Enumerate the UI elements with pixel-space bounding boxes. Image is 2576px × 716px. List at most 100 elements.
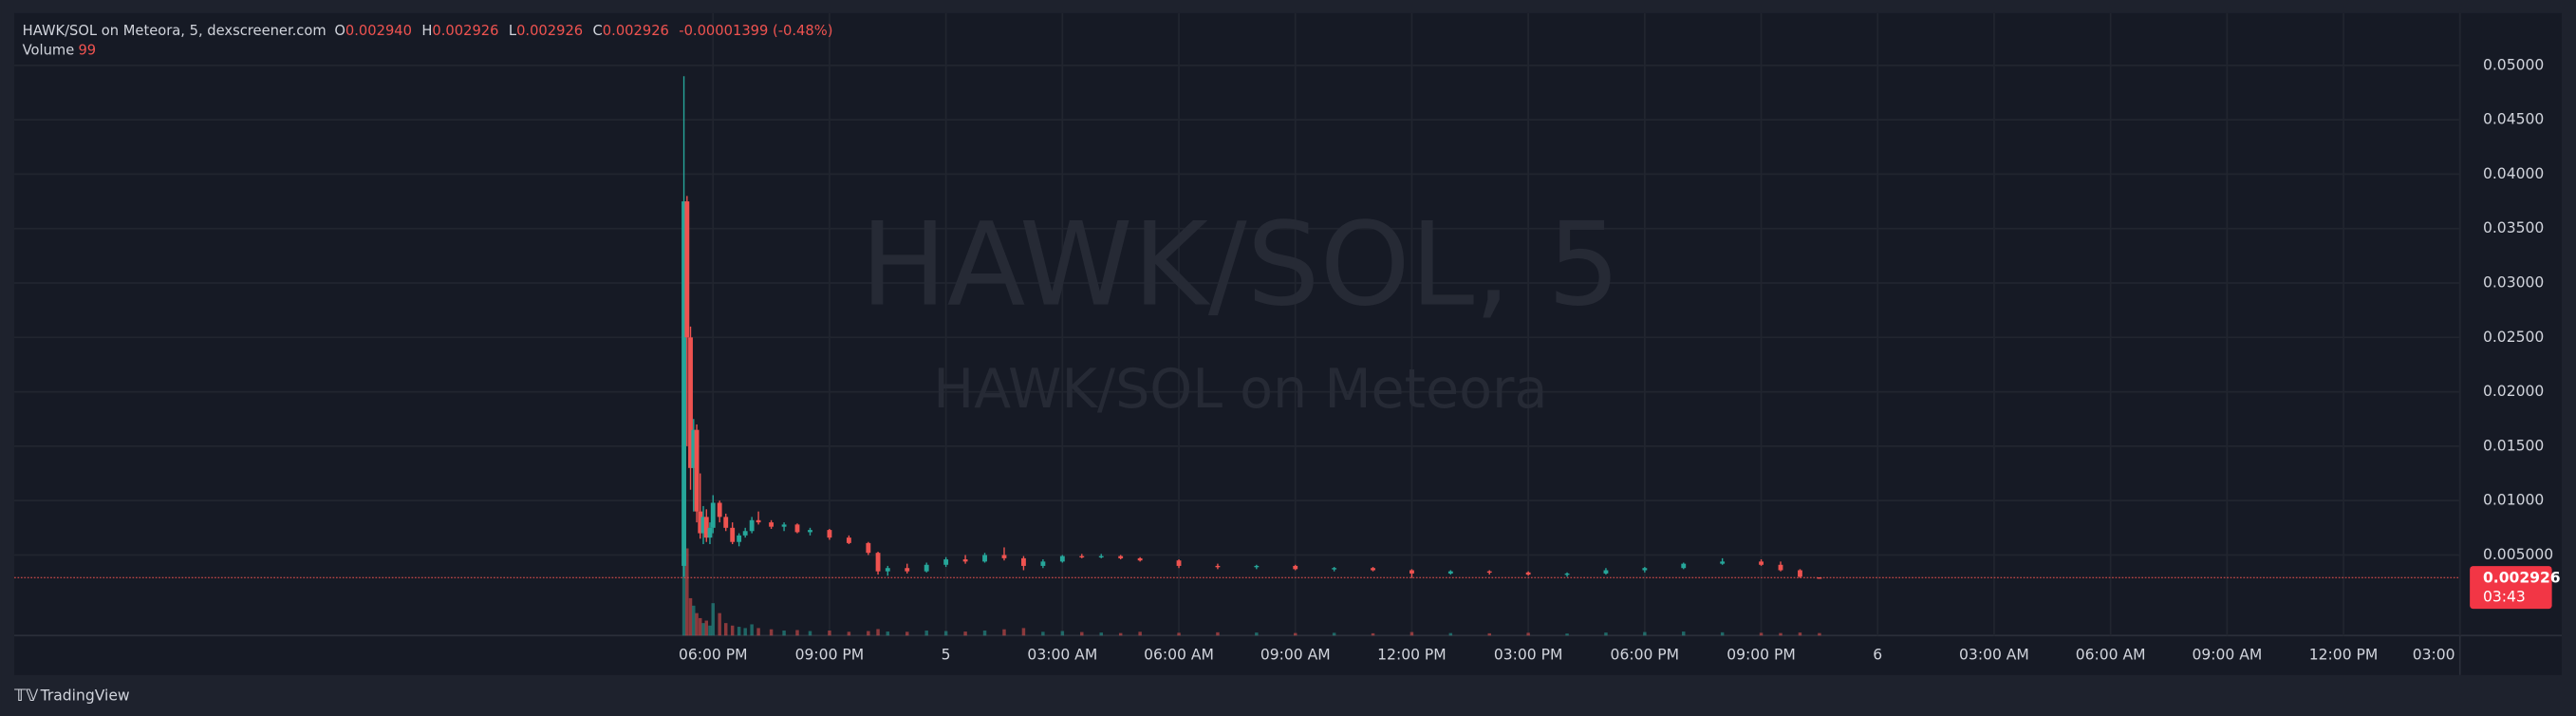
volume-bar <box>1294 632 1297 636</box>
volume-bar <box>743 628 747 636</box>
volume-bar <box>1565 633 1569 636</box>
x-tick-label: 03:00 AM <box>1959 647 2029 664</box>
candle-body <box>846 537 851 543</box>
volume-bar <box>1682 631 1686 636</box>
volume-bar <box>808 631 812 636</box>
candle-body <box>1079 556 1085 557</box>
candle-body <box>1603 570 1609 574</box>
volume-bar <box>688 597 693 636</box>
y-tick-label: 0.005000 <box>2483 546 2553 563</box>
legend-ohlc-value: 0.002926 <box>516 23 583 39</box>
volume-bar <box>685 548 689 636</box>
candle-body <box>756 519 761 523</box>
x-tick-label: 09:00 PM <box>795 647 865 664</box>
candle-body <box>710 502 716 528</box>
y-tick-label: 0.04500 <box>2483 111 2544 128</box>
candle-body <box>794 524 800 533</box>
candle-body <box>1409 570 1414 574</box>
candle-body <box>1215 565 1221 568</box>
candle-body <box>700 517 706 534</box>
volume-bar <box>1604 632 1608 636</box>
y-tick-label: 0.02500 <box>2483 329 2544 346</box>
volume-bar <box>1255 632 1259 636</box>
volume-bar <box>1643 631 1647 636</box>
x-tick-label: 03:00 <box>2413 647 2455 664</box>
volume-bar <box>711 603 715 636</box>
candle-body <box>737 535 742 542</box>
volume-bar <box>1177 632 1181 636</box>
candle-body <box>723 517 729 528</box>
y-tick-label: 0.05000 <box>2483 56 2544 73</box>
watermark-sub: HAWK/SOL on Meteora <box>933 358 1547 421</box>
volume-bar <box>756 628 760 636</box>
candle-body <box>866 542 871 554</box>
logo-icon: 𝕋𝕍 <box>14 687 38 706</box>
candle-body <box>1642 568 1648 571</box>
y-tick-label: 0.01000 <box>2483 492 2544 509</box>
legend-ohlc-value: 0.002926 <box>432 23 498 39</box>
volume-bar <box>737 627 741 636</box>
candle-body <box>827 530 832 538</box>
volume-bar <box>1332 632 1336 636</box>
candle-body <box>688 337 693 468</box>
candle-body <box>684 201 690 338</box>
candle-body <box>1059 556 1065 562</box>
logo-text: TradingView <box>40 688 130 705</box>
volume-bar <box>1526 632 1530 636</box>
candle-body <box>885 568 890 572</box>
volume-bar <box>701 623 705 636</box>
volume-bar <box>708 625 712 636</box>
volume-bar <box>769 629 774 636</box>
y-tick-label: 0.03000 <box>2483 274 2544 292</box>
volume-bar <box>924 631 928 636</box>
candle-body <box>1798 570 1802 577</box>
candle-body <box>1293 565 1298 570</box>
x-tick-label: 06:00 PM <box>679 647 748 664</box>
volume-bar <box>1371 632 1375 636</box>
candle-body <box>691 429 697 468</box>
volume-bar <box>1779 632 1783 636</box>
candle-body <box>1778 564 1783 571</box>
volume-bar <box>886 631 890 636</box>
volume-bar <box>982 631 987 636</box>
axes: 0.005000 0.01000 0.01500 0.02000 0.02500 0.03… <box>14 56 2561 664</box>
x-tick-label: 12:00 PM <box>2309 647 2379 664</box>
volume-bar <box>692 605 696 636</box>
legend-ohlc-label: L <box>509 23 517 39</box>
volume-bar <box>1002 629 1006 636</box>
volume-bar <box>847 631 851 636</box>
candle-body <box>694 429 700 512</box>
candle-body <box>1137 557 1143 561</box>
candle-body <box>717 502 722 518</box>
candle-body <box>1817 577 1822 579</box>
volume-bar <box>1118 632 1123 636</box>
x-tick-label: 09:00 AM <box>2192 647 2262 664</box>
last-price-label: 0.002926 <box>2483 570 2561 587</box>
last-price-box <box>2470 566 2552 610</box>
volume-bar <box>1138 631 1142 636</box>
volume-bar <box>943 631 948 636</box>
chart-panel <box>14 12 2562 675</box>
candle-body <box>769 522 775 527</box>
volume-bar <box>1021 628 1026 636</box>
grid <box>14 12 2461 636</box>
volume-bar <box>695 612 699 636</box>
volume-bar <box>1216 631 1220 636</box>
volume-bar <box>1798 632 1802 636</box>
y-tick-label: 0.04000 <box>2483 165 2544 182</box>
x-tick-label: 03:00 PM <box>1494 647 1563 664</box>
volume-bar <box>795 630 799 636</box>
candle-body <box>1720 561 1726 564</box>
volume-bar <box>1818 632 1821 636</box>
candle-body <box>707 527 713 538</box>
x-tick-label: 09:00 AM <box>1260 647 1331 664</box>
volume-bar <box>1080 631 1084 636</box>
candle-body <box>681 201 686 566</box>
candle-body <box>1254 565 1260 568</box>
volume-bar <box>828 631 831 636</box>
legend-symbol: HAWK/SOL on Meteora, 5, dexscreener.com <box>23 23 327 39</box>
candle-body <box>1681 563 1687 569</box>
volume-bar <box>1720 631 1725 636</box>
candle-body <box>943 559 949 565</box>
x-tick-label: 5 <box>942 647 951 664</box>
